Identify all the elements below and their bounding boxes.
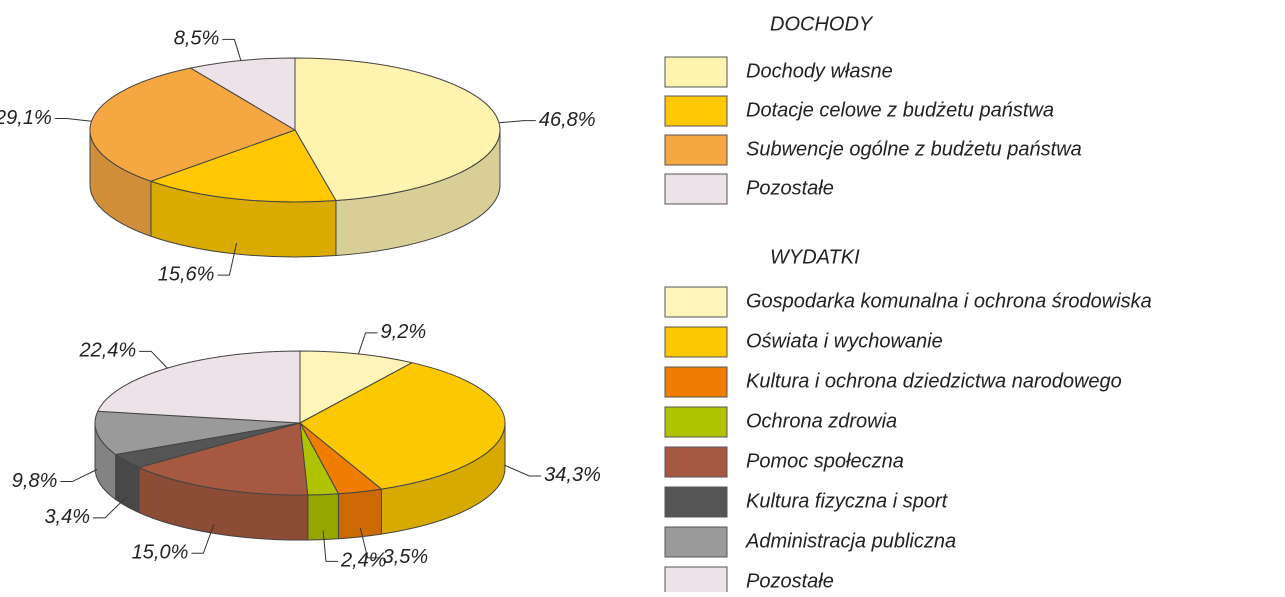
leader-line [60,468,98,483]
wedge [137,422,309,496]
legend-swatch [664,95,728,127]
legend-swatch [664,446,728,478]
wedge [189,57,296,131]
legend-label: Kultura i ochrona dziedzictwa narodowego [746,370,1122,392]
data-label: 15,6% [158,263,215,285]
leader-line [322,530,338,562]
wedge [96,350,301,424]
wedge-side [337,488,382,540]
legend-label: Kultura fizyczna i sport [746,490,949,512]
legend-swatch [664,173,728,205]
legend-label: Pozostałe [746,177,834,199]
legend-swatch [664,326,728,358]
legend-swatch [664,286,728,318]
wedge [149,129,337,203]
data-label: 3,4% [44,506,90,528]
wedge [94,410,301,456]
legend-swatch [664,566,728,597]
legend-swatch [664,486,728,518]
leader-line [191,524,215,554]
legend-label: Dotacje celowe z budżetu państwa [746,99,1054,121]
wedge [294,57,501,202]
leader-line [504,464,542,477]
legend-label: Pomoc społeczna [746,450,904,472]
data-label: 9,2% [381,321,427,343]
leader-line [217,242,238,276]
legend-label: Pozostałe [746,570,834,592]
legend-label: Subwencje ogólne z budżetu państwa [746,138,1082,160]
leader-line [357,332,378,355]
legend-swatch [664,366,728,398]
leader-line [139,350,168,369]
data-label: 9,8% [12,470,58,492]
legend-label: Administracja publiczna [745,530,956,552]
legend-swatch [664,406,728,438]
legend-label: Dochody własne [746,60,893,82]
data-label: 29,1% [0,107,52,129]
legend-title: WYDATKI [770,246,860,268]
leader-line [359,527,380,559]
data-label: 3,5% [383,546,429,568]
data-label: 2,4% [340,550,387,572]
data-label: 46,8% [539,109,596,131]
legend-label: Oświata i wychowanie [746,330,943,352]
legend-swatch [664,134,728,166]
data-label: 22,4% [78,340,136,362]
leader-line [222,38,242,61]
legend-title: DOCHODY [770,13,874,35]
wedge [299,362,506,490]
legend-label: Gospodarka komunalna i ochrona środowisk… [746,290,1152,312]
data-label: 15,0% [132,542,189,564]
data-label: 34,3% [544,464,601,486]
data-label: 8,5% [174,28,220,50]
legend-swatch [664,56,728,88]
legend-label: Ochrona zdrowia [746,410,897,432]
leader-line [54,118,92,122]
leader-line [498,120,536,124]
legend-swatch [664,526,728,558]
leader-line [93,496,127,519]
